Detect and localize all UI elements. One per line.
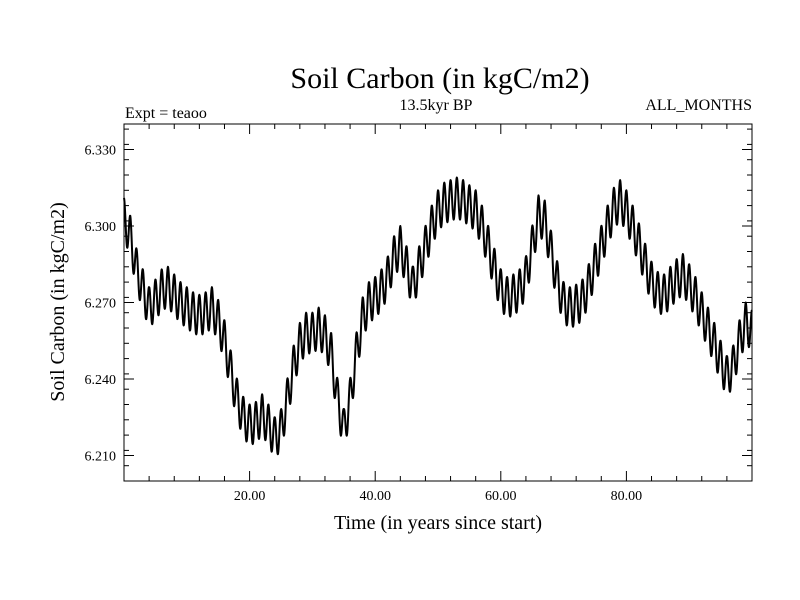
y-tick-label: 6.240 — [85, 373, 117, 388]
x-tick-label: 80.00 — [611, 489, 643, 504]
x-axis-label: Time (in years since start) — [334, 512, 542, 534]
y-tick-label: 6.330 — [85, 144, 117, 159]
y-tick-label: 6.300 — [85, 220, 117, 235]
experiment-label: Expt = teaoo — [125, 105, 207, 122]
x-tick-label: 20.00 — [234, 489, 266, 504]
x-tick-label: 40.00 — [359, 489, 391, 504]
y-axis-label: Soil Carbon (in kgC/m2) — [47, 202, 69, 401]
series-line — [123, 176, 753, 456]
months-label: ALL_MONTHS — [645, 97, 752, 114]
y-tick-label: 6.270 — [85, 297, 117, 312]
period-label: 13.5kyr BP — [400, 97, 473, 114]
chart-title: Soil Carbon (in kgC/m2) — [290, 62, 589, 95]
x-tick-label: 60.00 — [485, 489, 517, 504]
plot-area: 20.00 40.00 60.00 80.00 6.210 6.240 6.270 6.300… — [85, 123, 753, 504]
y-tick-label: 6.210 — [85, 450, 117, 465]
